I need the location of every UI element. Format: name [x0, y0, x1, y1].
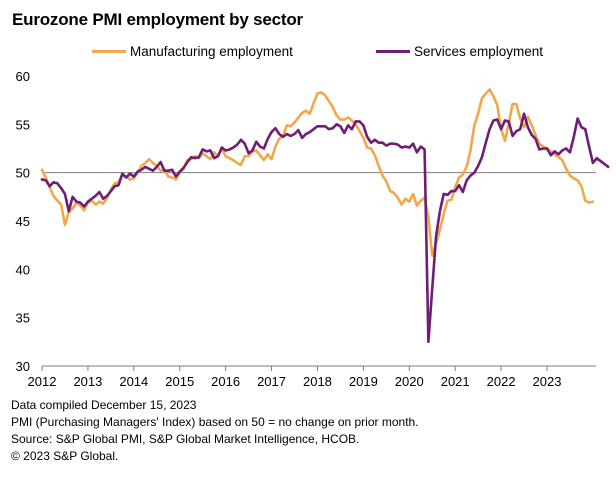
x-tick-label: 2019	[349, 374, 378, 389]
x-tick-label: 2023	[533, 374, 562, 389]
footer-data-compiled: Data compiled December 15, 2023	[11, 398, 197, 412]
y-tick-label: 35	[16, 311, 30, 326]
legend-item-manufacturing: Manufacturing employment	[92, 44, 293, 59]
x-tick-label: 2012	[28, 374, 57, 389]
chart-footer: Data compiled December 15, 2023 PMI (Pur…	[11, 397, 419, 465]
chart-title: Eurozone PMI employment by sector	[12, 10, 303, 29]
x-tick-label: 2017	[257, 374, 286, 389]
legend-label-services: Services employment	[414, 44, 544, 59]
y-tick-label: 45	[16, 214, 30, 229]
legend-label-manufacturing: Manufacturing employment	[130, 44, 293, 59]
y-tick-label: 50	[16, 166, 30, 181]
x-tick-label: 2013	[73, 374, 102, 389]
x-tick-label: 2018	[303, 374, 332, 389]
x-tick-label: 2016	[211, 374, 240, 389]
x-tick-label: 2014	[119, 374, 148, 389]
y-tick-label: 55	[16, 117, 30, 132]
y-tick-label: 60	[16, 69, 30, 84]
series-line-services	[40, 112, 610, 344]
x-tick-label: 2020	[395, 374, 424, 389]
x-tick-label: 2021	[441, 374, 470, 389]
legend-swatch-manufacturing	[92, 50, 126, 53]
legend-swatch-services	[376, 50, 410, 53]
legend-item-services: Services employment	[376, 44, 543, 59]
footer-copyright: © 2023 S&P Global.	[11, 449, 119, 463]
x-tick-label: 2015	[165, 374, 194, 389]
chart-legend: Manufacturing employment Services employ…	[0, 44, 616, 64]
x-tick-label: 2022	[487, 374, 516, 389]
footer-pmi-note: PMI (Purchasing Managers' Index) based o…	[11, 415, 419, 429]
y-tick-label: 30	[16, 359, 30, 374]
footer-source: Source: S&P Global PMI, S&P Global Marke…	[11, 432, 360, 446]
y-tick-label: 40	[16, 262, 30, 277]
